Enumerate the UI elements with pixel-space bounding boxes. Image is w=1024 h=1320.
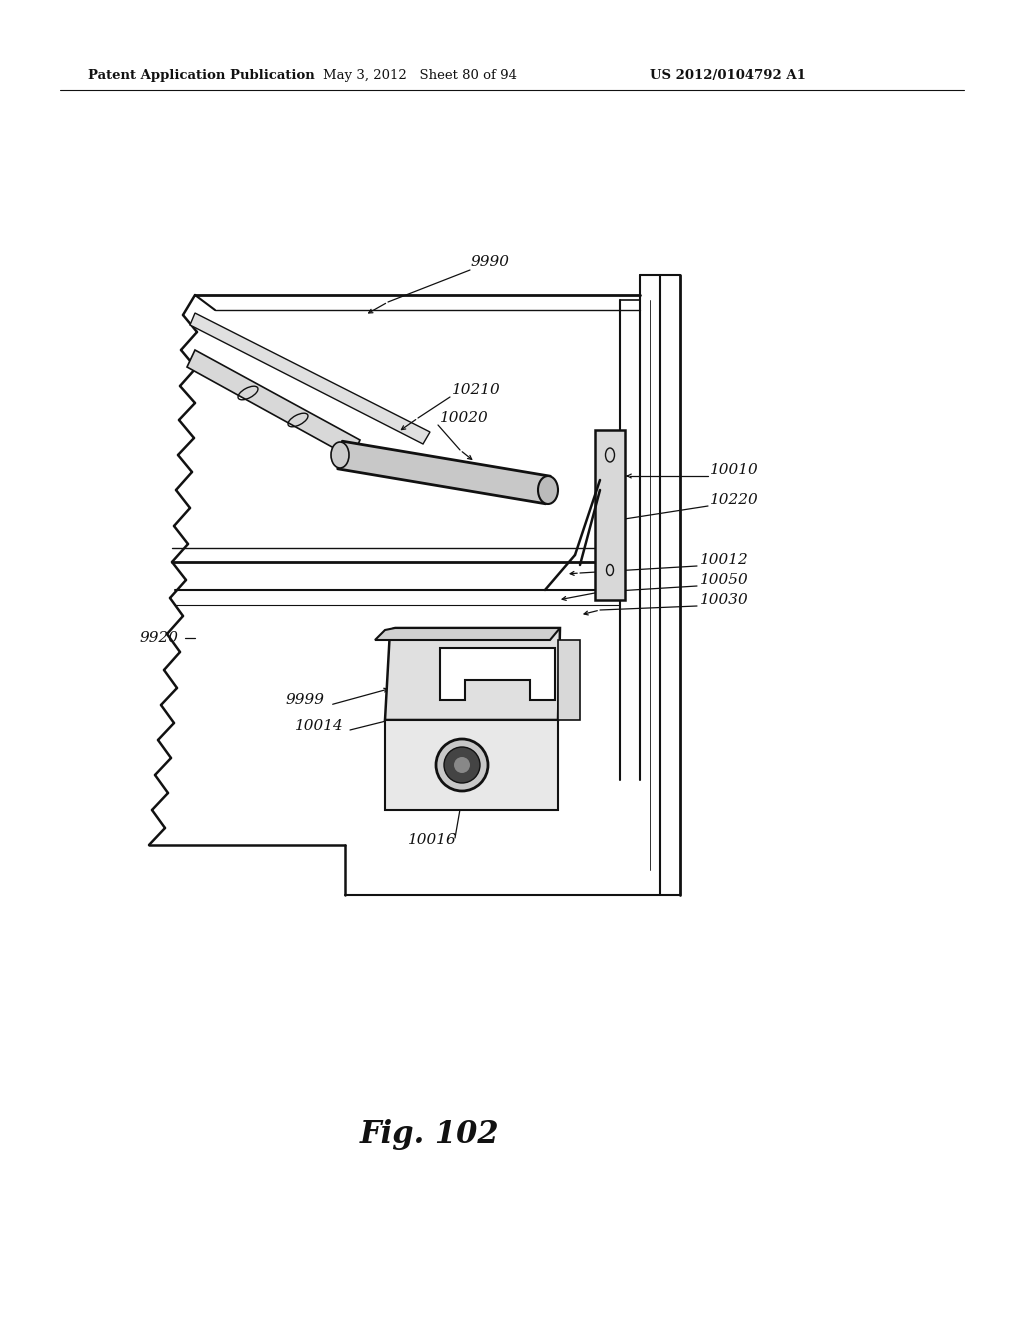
Text: 10012: 10012	[700, 553, 749, 568]
Ellipse shape	[331, 442, 349, 469]
Text: 10030: 10030	[700, 593, 749, 607]
Text: 10020: 10020	[440, 411, 488, 425]
Polygon shape	[558, 640, 580, 719]
Polygon shape	[375, 628, 560, 640]
Text: 10016: 10016	[408, 833, 457, 847]
Polygon shape	[440, 648, 555, 700]
Polygon shape	[595, 430, 625, 601]
Circle shape	[436, 739, 488, 791]
Text: 10210: 10210	[452, 383, 501, 397]
Polygon shape	[385, 719, 558, 810]
Text: US 2012/0104792 A1: US 2012/0104792 A1	[650, 69, 806, 82]
Text: Fig. 102: Fig. 102	[360, 1119, 500, 1151]
Text: 10010: 10010	[710, 463, 759, 477]
Polygon shape	[385, 628, 560, 719]
Circle shape	[444, 747, 480, 783]
Text: Patent Application Publication: Patent Application Publication	[88, 69, 314, 82]
Text: May 3, 2012   Sheet 80 of 94: May 3, 2012 Sheet 80 of 94	[323, 69, 517, 82]
Text: 10050: 10050	[700, 573, 749, 587]
Polygon shape	[338, 441, 550, 504]
Polygon shape	[190, 313, 430, 444]
Ellipse shape	[538, 477, 558, 504]
Text: 10014: 10014	[295, 719, 344, 733]
Text: 9920: 9920	[140, 631, 179, 645]
Polygon shape	[187, 350, 360, 458]
Circle shape	[454, 756, 470, 774]
Text: 9990: 9990	[470, 255, 510, 269]
Text: 10220: 10220	[710, 492, 759, 507]
Text: 9999: 9999	[285, 693, 324, 708]
